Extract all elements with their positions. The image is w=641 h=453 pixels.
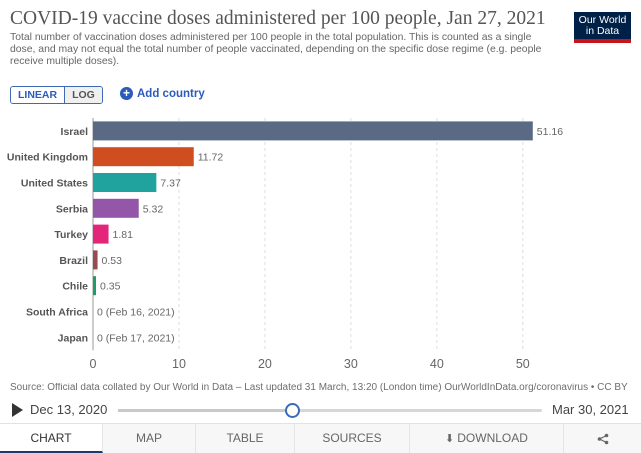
- value-label: 0.35: [100, 281, 121, 293]
- tab-chart[interactable]: CHART: [0, 424, 103, 453]
- log-scale-button[interactable]: LOG: [65, 87, 102, 103]
- value-label: 1.81: [113, 229, 134, 241]
- x-tick-label: 0: [90, 357, 97, 371]
- timeline-end-date: Mar 30, 2021: [552, 402, 629, 417]
- play-icon[interactable]: [12, 403, 23, 417]
- timeline-start-date: Dec 13, 2020: [30, 402, 108, 417]
- x-tick-label: 10: [172, 357, 186, 371]
- chart-subtitle: Total number of vaccination doses admini…: [10, 32, 542, 67]
- category-label: Turkey: [54, 229, 88, 241]
- x-tick-label: 20: [258, 357, 272, 371]
- category-label: Brazil: [59, 255, 88, 267]
- bar: [93, 276, 97, 296]
- tab-table[interactable]: TABLE: [196, 424, 295, 453]
- tab-download[interactable]: ⬇ DOWNLOAD: [410, 424, 564, 453]
- plus-circle-icon: +: [120, 87, 133, 100]
- linear-scale-button[interactable]: LINEAR: [11, 87, 66, 103]
- bar: [93, 173, 157, 192]
- chart-title: COVID-19 vaccine doses administered per …: [10, 8, 546, 29]
- tab-share[interactable]: [564, 424, 641, 453]
- logo-line-2: in Data: [585, 25, 620, 37]
- value-label: 5.32: [143, 203, 164, 215]
- tab-download-label: DOWNLOAD: [457, 431, 528, 445]
- source-text: Source: Official data collated by Our Wo…: [10, 383, 442, 393]
- x-tick-label: 50: [516, 357, 530, 371]
- logo-line-1: Our World: [578, 14, 627, 26]
- category-label: Japan: [58, 332, 88, 344]
- source-link[interactable]: OurWorldInData.org/coronavirus • CC BY: [444, 383, 628, 393]
- category-label: Serbia: [56, 203, 88, 215]
- x-tick-label: 40: [430, 357, 444, 371]
- bar-chart: 0 10 20 30 40 50 Israel 51.16 United Kingdom 11.7…: [7, 118, 563, 371]
- add-country-button[interactable]: + Add country: [120, 87, 205, 100]
- bar: [93, 224, 109, 244]
- scale-toggle: LINEAR LOG: [10, 86, 103, 104]
- bar: [93, 250, 98, 270]
- bar: [93, 121, 533, 141]
- category-label: Israel: [61, 126, 89, 138]
- timeline: Dec 13, 2020 Mar 30, 2021: [0, 400, 641, 422]
- timeline-track[interactable]: [118, 403, 542, 418]
- tab-bar: CHART MAP TABLE SOURCES ⬇ DOWNLOAD: [0, 423, 641, 453]
- value-label: 11.72: [198, 152, 224, 164]
- category-label: South Africa: [26, 307, 88, 319]
- tab-map[interactable]: MAP: [103, 424, 196, 453]
- our-world-in-data-logo[interactable]: Our World in Data: [574, 12, 631, 43]
- share-icon: [597, 433, 608, 445]
- source-note: Source: Official data collated by Our Wo…: [10, 383, 635, 403]
- value-label: 7.37: [160, 178, 181, 190]
- timeline-track-fill: [118, 409, 292, 412]
- category-label: United Kingdom: [7, 152, 88, 164]
- download-icon: ⬇: [445, 433, 455, 445]
- timeline-handle[interactable]: [284, 403, 300, 418]
- value-label: 0 (Feb 16, 2021): [97, 307, 175, 319]
- value-label: 0 (Feb 17, 2021): [97, 332, 175, 344]
- bar: [93, 198, 139, 218]
- add-country-label: Add country: [137, 87, 205, 100]
- bar: [93, 147, 194, 167]
- category-label: United States: [21, 178, 88, 190]
- value-label: 51.16: [537, 126, 563, 138]
- x-tick-label: 30: [344, 357, 358, 371]
- category-label: Chile: [62, 281, 88, 293]
- tab-sources[interactable]: SOURCES: [295, 424, 410, 453]
- value-label: 0.53: [102, 255, 123, 267]
